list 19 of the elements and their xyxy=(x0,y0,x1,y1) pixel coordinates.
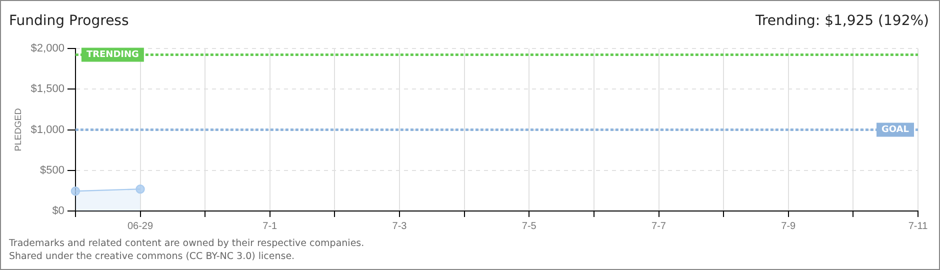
x-tick-label: 7-9 xyxy=(781,220,796,232)
y-axis-title: PLEDGED xyxy=(12,108,23,152)
x-tick-label: 7-5 xyxy=(522,220,537,232)
x-tick-label: 7-3 xyxy=(392,220,408,232)
x-tick-label: 7-1 xyxy=(262,220,278,232)
y-tick-label: $1,500 xyxy=(30,83,64,96)
ref-line-label: TRENDING xyxy=(86,50,139,60)
chart-title: Funding Progress xyxy=(9,13,129,29)
y-tick-label: $1,000 xyxy=(30,124,64,136)
y-tick-label: $500 xyxy=(40,164,64,176)
text: Trademarks and related content are owned by their respective companies. xyxy=(9,238,364,249)
x-tick-label: 06-29 xyxy=(127,220,154,232)
y-tick-label: $0 xyxy=(52,205,64,218)
text: Trending: $1,925 (192%) xyxy=(755,13,929,29)
x-tick-label: 7-7 xyxy=(652,220,666,232)
ref-line-label: GOAL xyxy=(882,125,910,136)
x-tick-label: 7-11 xyxy=(908,220,928,232)
y-tick-label: $2,000 xyxy=(30,42,64,55)
text: Shared under the creative commons (CC BY-NC 3.0) license. xyxy=(9,251,295,262)
